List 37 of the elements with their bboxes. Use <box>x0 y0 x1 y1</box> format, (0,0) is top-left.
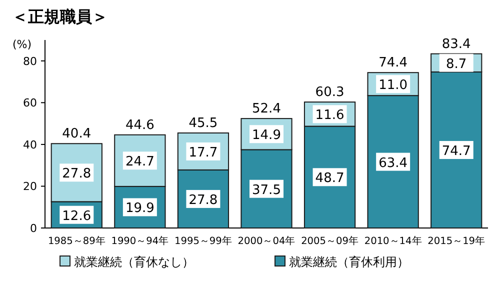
total-label: 60.3 <box>315 85 344 100</box>
x-tick-label: 2005～09年 <box>301 235 358 247</box>
chart-title: ＜正規職員＞ <box>12 7 108 26</box>
y-tick-label: 60 <box>23 96 37 110</box>
data-label: 27.8 <box>188 192 218 208</box>
x-tick-label: 1995～99年 <box>174 235 232 247</box>
data-label: 8.7 <box>446 56 467 72</box>
data-label: 48.7 <box>315 171 344 186</box>
x-tick-label: 2010～14年 <box>364 235 422 247</box>
y-tick-label: 20 <box>23 180 37 194</box>
data-label: 11.0 <box>378 78 408 94</box>
x-tick-label: 2015～19年 <box>428 235 486 247</box>
y-tick-label: 80 <box>23 54 37 68</box>
y-tick-label: 0 <box>30 222 37 235</box>
legend-label: 就業継続（育休利用） <box>289 255 409 269</box>
data-label: 37.5 <box>252 182 281 198</box>
total-label: 74.4 <box>378 56 408 71</box>
data-label: 19.9 <box>125 201 154 216</box>
total-label: 40.4 <box>62 126 92 142</box>
total-label: 44.6 <box>125 118 154 133</box>
x-tick-label: 1990～94年 <box>111 235 169 247</box>
legend-label: 就業継続（育休なし） <box>74 255 194 269</box>
total-label: 45.5 <box>188 116 218 131</box>
data-label: 63.4 <box>378 156 408 171</box>
y-axis-title: (%) <box>12 38 32 51</box>
data-label: 24.7 <box>125 154 154 170</box>
total-label: 52.4 <box>252 102 281 117</box>
total-label: 83.4 <box>442 36 471 52</box>
x-tick-label: 1985～89年 <box>48 235 106 247</box>
data-label: 12.6 <box>62 208 92 224</box>
y-tick-label: 40 <box>23 138 37 152</box>
data-label: 74.7 <box>442 144 471 159</box>
data-label: 17.7 <box>188 145 218 160</box>
data-label: 11.6 <box>315 108 344 124</box>
x-tick-label: 2000～04年 <box>238 235 296 247</box>
data-label: 14.9 <box>252 128 281 144</box>
data-label: 27.8 <box>62 166 92 182</box>
